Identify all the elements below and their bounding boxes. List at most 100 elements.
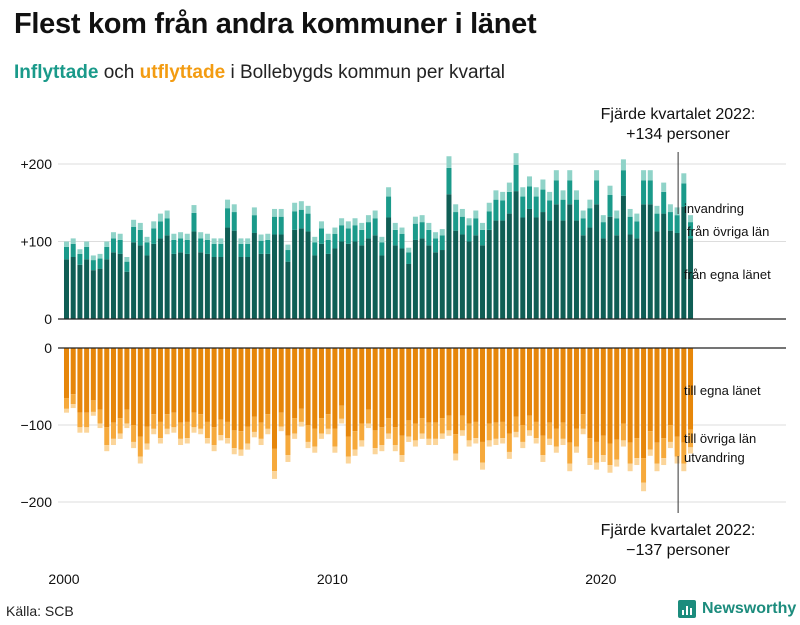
bar-out-own-2011Q4: [379, 348, 385, 428]
bar-out-own-2012Q1: [386, 348, 392, 419]
bar-out-emi-2007Q2: [258, 438, 264, 446]
bar-out-other-2009Q4: [325, 414, 331, 429]
bar-out-own-2016Q4: [513, 348, 519, 417]
bar-in-imm-2001Q3: [104, 241, 110, 247]
bar-in-own-2009Q1: [305, 231, 311, 319]
bar-in-other-2016Q4: [513, 164, 519, 192]
bar-out-emi-2012Q4: [406, 436, 412, 442]
bar-out-emi-2018Q1: [547, 438, 553, 446]
bar-out-own-2012Q4: [406, 348, 412, 421]
bar-out-own-2000Q4: [84, 348, 90, 413]
bar-in-imm-2006Q2: [231, 204, 237, 213]
bar-in-imm-2011Q1: [359, 222, 365, 230]
bar-in-other-2011Q2: [365, 222, 371, 239]
bar-in-other-2015Q2: [473, 218, 479, 236]
bar-in-imm-2003Q3: [157, 213, 163, 222]
bar-out-own-2008Q3: [292, 348, 298, 419]
bar-in-other-2022Q3: [667, 212, 673, 231]
bar-out-emi-2010Q4: [352, 449, 358, 456]
bar-in-own-2018Q4: [567, 204, 573, 319]
bar-out-other-2018Q3: [560, 422, 566, 439]
bar-out-emi-2017Q2: [526, 430, 532, 436]
bar-out-emi-2015Q1: [466, 440, 472, 447]
bar-in-other-2013Q4: [433, 238, 439, 253]
bar-in-imm-2007Q4: [272, 208, 278, 217]
bar-out-own-2019Q4: [594, 348, 600, 442]
bar-in-other-2017Q1: [520, 196, 526, 218]
bar-out-emi-2012Q2: [392, 445, 398, 452]
bar-out-own-2016Q3: [506, 348, 512, 434]
subtitle-och: och: [103, 62, 135, 83]
bar-out-own-2008Q2: [285, 348, 291, 436]
bar-in-own-2008Q2: [285, 261, 291, 319]
bar-in-other-2002Q1: [117, 239, 123, 254]
bar-in-imm-2016Q3: [506, 182, 512, 192]
bar-in-imm-2022Q3: [667, 204, 673, 213]
bar-out-other-2006Q1: [225, 421, 231, 439]
y-tick-label: 0: [44, 311, 52, 327]
bar-in-own-2016Q2: [500, 220, 506, 319]
bar-in-own-2005Q2: [204, 253, 210, 319]
bar-out-own-2010Q4: [352, 348, 358, 432]
bar-out-other-2002Q2: [124, 409, 130, 424]
bar-in-imm-2004Q4: [191, 205, 197, 213]
bar-out-own-2002Q3: [131, 348, 137, 425]
bar-out-other-2021Q4: [647, 431, 653, 450]
bar-in-imm-2001Q1: [90, 255, 96, 261]
bar-out-other-2015Q2: [473, 421, 479, 439]
bar-out-emi-2005Q4: [218, 435, 224, 441]
bar-in-other-2015Q1: [466, 225, 472, 242]
bar-out-other-2015Q4: [486, 423, 492, 441]
bar-out-own-2004Q1: [171, 348, 177, 413]
bar-in-imm-2015Q4: [486, 202, 492, 212]
bar-in-own-2011Q3: [372, 235, 378, 319]
bar-in-own-2003Q2: [151, 243, 157, 319]
bar-out-own-2021Q1: [627, 348, 633, 443]
newsworthy-logo[interactable]: Newsworthy: [678, 600, 796, 618]
bar-in-other-2002Q4: [137, 229, 143, 246]
bar-out-other-2022Q2: [661, 438, 667, 459]
bar-out-own-2018Q1: [547, 348, 553, 423]
bar-in-own-2020Q1: [600, 238, 606, 319]
bar-in-own-2004Q2: [178, 252, 184, 319]
bar-in-own-2011Q1: [359, 245, 365, 319]
bar-in-imm-2006Q4: [245, 238, 251, 244]
bar-out-other-2005Q1: [198, 414, 204, 429]
subtitle-utflyttade: utflyttade: [139, 62, 226, 83]
bar-in-imm-2011Q3: [372, 210, 378, 219]
bar-out-own-2002Q1: [117, 348, 123, 419]
bar-out-emi-2012Q3: [399, 455, 405, 462]
bar-out-other-2008Q1: [278, 412, 284, 427]
bar-in-other-2016Q3: [506, 191, 512, 214]
bar-out-emi-2007Q4: [272, 471, 278, 479]
bar-out-emi-2009Q4: [325, 428, 331, 435]
bar-out-other-2004Q3: [184, 421, 190, 439]
bar-out-other-2008Q3: [292, 418, 298, 434]
bar-in-imm-2016Q1: [493, 190, 499, 200]
bar-out-own-2014Q2: [446, 348, 452, 416]
bar-out-emi-2018Q4: [567, 463, 573, 472]
bar-out-emi-2004Q1: [171, 427, 177, 433]
bar-in-own-2015Q1: [466, 241, 472, 319]
bar-out-emi-2001Q3: [104, 445, 110, 452]
y-tick-label: −100: [20, 417, 52, 433]
bar-out-other-2016Q3: [506, 433, 512, 452]
bar-out-emi-2018Q3: [560, 438, 566, 446]
bar-in-imm-2012Q1: [386, 187, 392, 197]
bar-out-own-2018Q3: [560, 348, 566, 423]
bar-out-other-2006Q2: [231, 430, 237, 449]
bar-in-other-2000Q3: [77, 253, 83, 265]
bar-in-other-2017Q4: [540, 189, 546, 213]
bar-in-own-2019Q1: [573, 220, 579, 319]
bar-out-emi-2003Q3: [157, 438, 163, 444]
bar-out-other-2020Q1: [600, 435, 606, 456]
inflyttade-bars: [64, 153, 694, 319]
bar-in-imm-2003Q2: [151, 221, 157, 229]
bar-out-emi-2008Q1: [278, 426, 284, 432]
bar-out-other-2009Q2: [312, 428, 318, 447]
bar-in-own-2022Q1: [654, 231, 660, 319]
bar-out-other-2007Q2: [258, 422, 264, 439]
bar-in-imm-2017Q1: [520, 187, 526, 197]
bar-in-other-2004Q4: [191, 212, 197, 232]
bar-out-other-2010Q4: [352, 431, 358, 450]
